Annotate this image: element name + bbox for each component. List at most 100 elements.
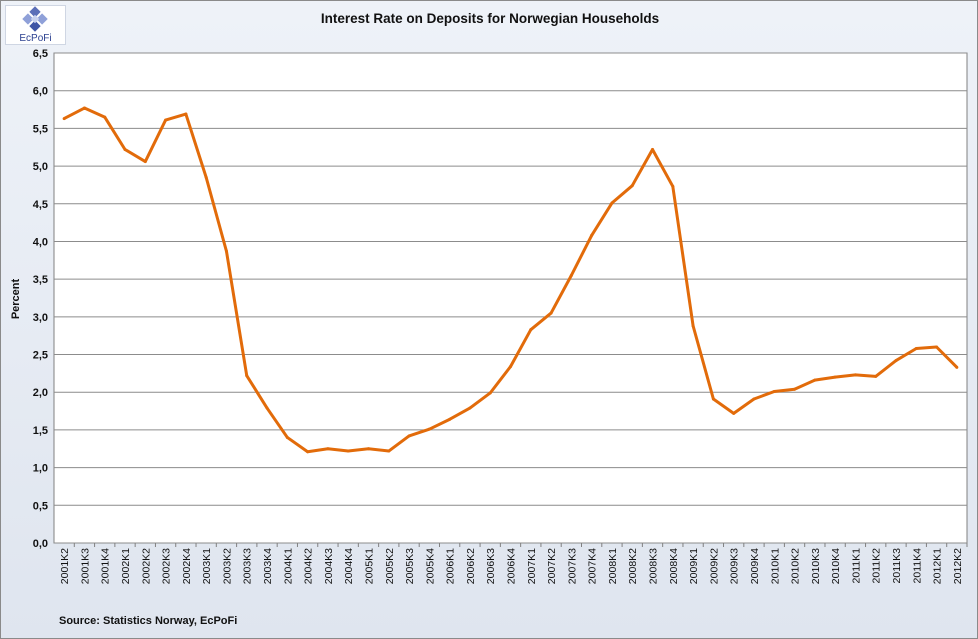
x-tick-label: 2009K1 — [688, 548, 700, 584]
x-tick-label: 2003K3 — [242, 548, 254, 584]
chart-title: Interest Rate on Deposits for Norwegian … — [320, 11, 660, 26]
x-tick-label: 2009K4 — [749, 548, 761, 584]
x-tick-label: 2007K2 — [546, 548, 558, 584]
data-point — [711, 397, 715, 401]
data-point — [245, 374, 249, 378]
x-tick-label: 2010K3 — [810, 548, 822, 584]
x-tick-label: 2008K1 — [607, 548, 619, 584]
x-tick-label: 2011K4 — [911, 548, 923, 584]
x-tick-label: 2004K4 — [343, 548, 355, 584]
x-tick-label: 2001K2 — [59, 548, 71, 584]
x-tick-label: 2012K1 — [932, 548, 944, 584]
y-tick-label: 4,5 — [33, 199, 48, 211]
x-tick-label: 2003K4 — [262, 548, 274, 584]
x-tick-label: 2004K1 — [282, 548, 294, 584]
source-note: Source: Statistics Norway, EcPoFi — [59, 615, 238, 627]
x-tick-label: 2007K4 — [587, 548, 599, 584]
y-tick-label: 6,5 — [33, 48, 48, 60]
y-tick-label: 2,0 — [33, 387, 48, 399]
y-tick-label: 3,0 — [33, 312, 48, 324]
data-point — [387, 449, 391, 453]
x-tick-label: 2009K2 — [708, 548, 720, 584]
x-tick-label: 2009K3 — [729, 548, 741, 584]
data-point — [935, 345, 939, 349]
x-tick-label: 2004K2 — [303, 548, 315, 584]
series-interest-rate — [62, 106, 959, 454]
x-tick-label: 2004K3 — [323, 548, 335, 584]
data-point — [732, 411, 736, 415]
data-point — [265, 406, 269, 410]
x-tick-label: 2006K3 — [485, 548, 497, 584]
y-tick-label: 3,5 — [33, 274, 48, 286]
data-point — [630, 184, 634, 188]
data-point — [894, 359, 898, 363]
data-point — [62, 117, 66, 121]
x-tick-label: 2011K1 — [850, 548, 862, 584]
x-tick-label: 2006K1 — [445, 548, 457, 584]
data-point — [468, 406, 472, 410]
data-point — [123, 147, 127, 151]
x-tick-label: 2007K1 — [526, 548, 538, 584]
data-point — [82, 106, 86, 110]
x-tick-label: 2012K2 — [952, 548, 964, 584]
gridlines — [54, 52, 967, 544]
x-tick-label: 2008K3 — [648, 548, 660, 584]
data-point — [691, 324, 695, 328]
data-point — [204, 175, 208, 179]
data-point — [955, 365, 959, 369]
logo-text: EcPoFi — [19, 33, 52, 44]
data-point — [590, 233, 594, 237]
x-tick-label: 2006K4 — [506, 548, 518, 584]
data-point — [366, 447, 370, 451]
data-point — [813, 378, 817, 382]
data-point — [488, 391, 492, 395]
x-tick-label: 2005K4 — [424, 548, 436, 584]
data-point — [569, 273, 573, 277]
x-tick-label: 2010K1 — [769, 548, 781, 584]
data-point — [853, 373, 857, 377]
y-tick-label: 0,5 — [33, 500, 48, 512]
data-point — [793, 387, 797, 391]
x-tick-label: 2001K3 — [79, 548, 91, 584]
data-point — [671, 184, 675, 188]
data-point — [772, 389, 776, 393]
y-tick-label: 4,0 — [33, 236, 48, 248]
x-tick-label: 2001K4 — [100, 548, 112, 584]
data-point — [509, 365, 512, 369]
data-point — [407, 434, 411, 438]
x-tick-label: 2002K3 — [161, 548, 173, 584]
x-tick-label: 2007K3 — [566, 548, 578, 584]
data-point — [833, 375, 837, 379]
x-tick-label: 2008K2 — [627, 548, 639, 584]
data-point — [651, 147, 655, 151]
x-tick-label: 2003K2 — [221, 548, 233, 584]
data-point — [143, 160, 147, 164]
x-tick-label: 2010K4 — [830, 548, 842, 584]
data-point — [427, 427, 431, 431]
x-tick-label: 2005K2 — [384, 548, 396, 584]
logo-mark-icon — [22, 6, 48, 32]
data-point — [874, 374, 878, 378]
x-tick-label: 2011K3 — [891, 548, 903, 584]
y-tick-label: 0,0 — [33, 538, 48, 550]
data-point — [285, 435, 289, 439]
y-tick-label: 5,0 — [33, 161, 48, 173]
data-point — [306, 450, 310, 454]
y-tick-label: 5,5 — [33, 123, 48, 135]
x-tick-label: 2002K4 — [181, 548, 193, 584]
x-tick-label: 2011K2 — [871, 548, 883, 584]
x-tick-label: 2005K1 — [363, 548, 375, 584]
data-point — [184, 112, 188, 116]
data-point — [529, 328, 533, 332]
ecpofi-logo: EcPoFi — [5, 5, 66, 45]
data-point — [448, 417, 452, 421]
data-point — [914, 347, 918, 351]
data-point — [752, 397, 756, 401]
x-tick-label: 2010K2 — [790, 548, 802, 584]
x-tick-label: 2006K2 — [465, 548, 477, 584]
data-point — [103, 115, 107, 119]
x-tick-label: 2003K1 — [201, 548, 213, 584]
y-tick-label: 1,0 — [33, 463, 48, 475]
